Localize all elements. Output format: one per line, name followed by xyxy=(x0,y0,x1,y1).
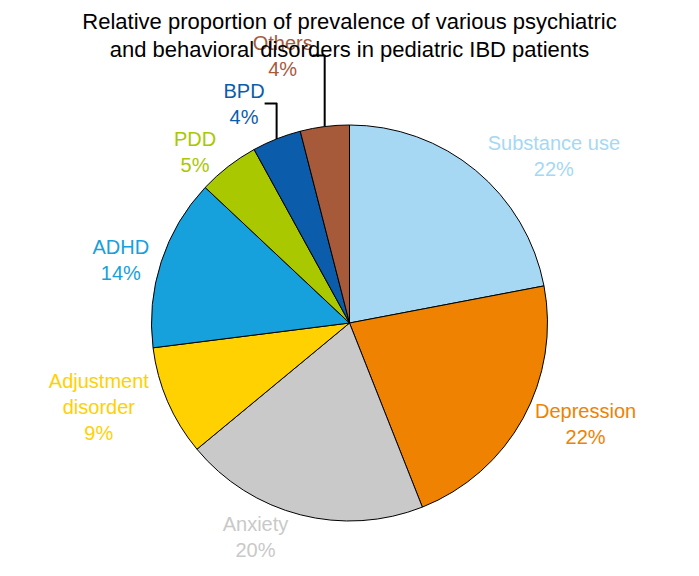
svg-text:BPD4%: BPD4% xyxy=(223,80,264,128)
svg-text:Relative proportion of prevale: Relative proportion of prevalence of var… xyxy=(82,9,616,63)
svg-text:Anxiety20%: Anxiety20% xyxy=(223,513,289,561)
svg-text:Others4%: Others4% xyxy=(253,32,313,80)
svg-text:PDD5%: PDD5% xyxy=(174,128,216,176)
svg-text:Depression22%: Depression22% xyxy=(535,400,636,448)
svg-text:Adjustmentdisorder9%: Adjustmentdisorder9% xyxy=(49,370,149,444)
svg-text:Substance use22%: Substance use22% xyxy=(488,132,620,180)
svg-text:ADHD14%: ADHD14% xyxy=(93,236,150,284)
